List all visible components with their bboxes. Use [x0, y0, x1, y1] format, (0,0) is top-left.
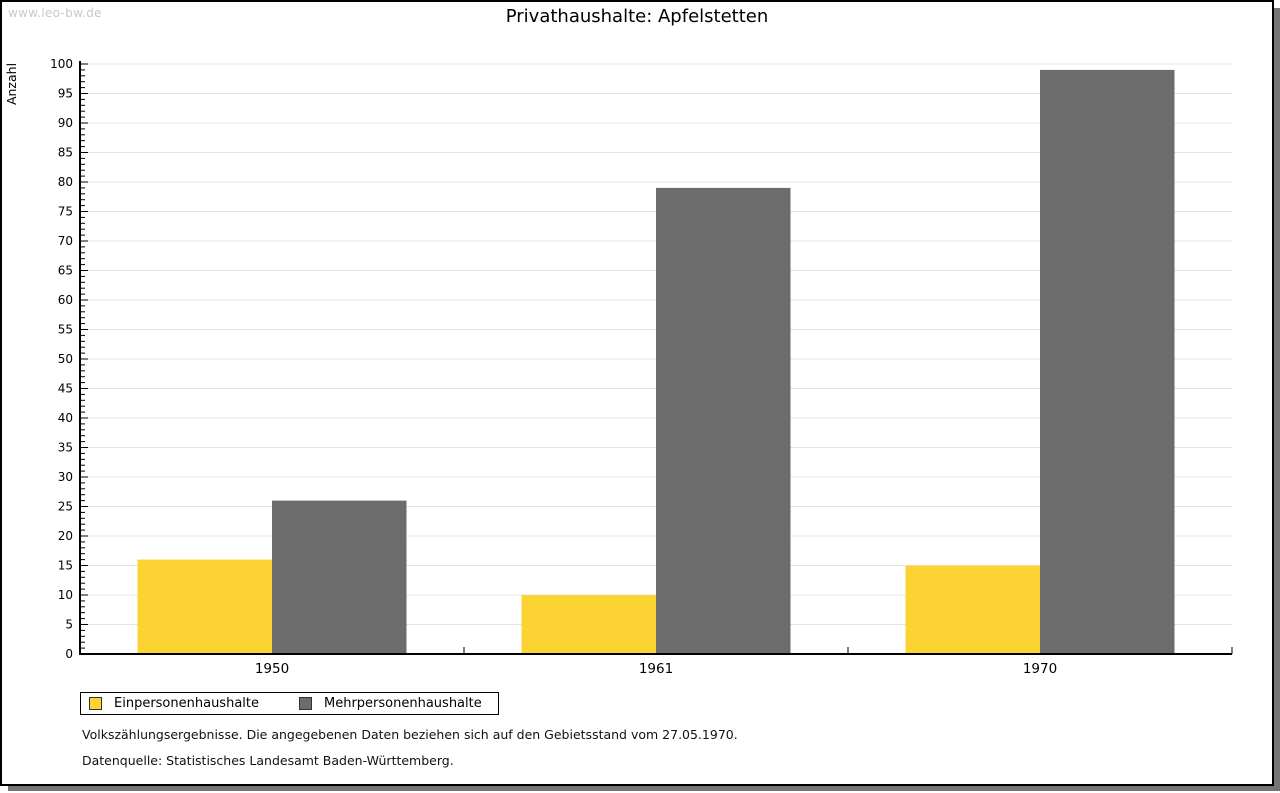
bar-mehrpersonenhaushalte-1950 — [272, 500, 407, 654]
legend-swatch-einpersonenhaushalte — [89, 697, 102, 710]
y-tick-label-90: 90 — [58, 116, 73, 130]
y-tick-label-45: 45 — [58, 382, 73, 396]
legend-label-mehrpersonenhaushalte: Mehrpersonenhaushalte — [324, 696, 482, 711]
y-tick-label-0: 0 — [65, 647, 73, 661]
y-tick-label-5: 5 — [65, 618, 73, 632]
y-tick-label-95: 95 — [58, 87, 73, 101]
y-tick-label-70: 70 — [58, 234, 73, 248]
y-tick-label-55: 55 — [58, 323, 73, 337]
bar-einpersonenhaushalte-1961 — [521, 595, 656, 654]
y-tick-label-85: 85 — [58, 146, 73, 160]
legend-swatch-mehrpersonenhaushalte — [299, 697, 312, 710]
y-tick-label-65: 65 — [58, 264, 73, 278]
bar-mehrpersonenhaushalte-1970 — [1040, 69, 1175, 654]
y-tick-label-100: 100 — [50, 57, 73, 71]
y-axis-title: Anzahl — [4, 63, 19, 105]
y-tick-label-30: 30 — [58, 470, 73, 484]
x-category-label-1961: 1961 — [639, 661, 673, 677]
footnote-gebietsstand: Volkszählungsergebnisse. Die angegebenen… — [82, 727, 738, 742]
y-tick-label-35: 35 — [58, 441, 73, 455]
bar-mehrpersonenhaushalte-1961 — [656, 187, 791, 654]
y-tick-label-25: 25 — [58, 500, 73, 514]
x-category-label-1950: 1950 — [255, 661, 289, 677]
y-tick-label-20: 20 — [58, 529, 73, 543]
footnote-datenquelle: Datenquelle: Statistisches Landesamt Bad… — [82, 753, 454, 768]
y-tick-label-80: 80 — [58, 175, 73, 189]
y-tick-label-60: 60 — [58, 293, 73, 307]
x-category-label-1970: 1970 — [1023, 661, 1057, 677]
bar-einpersonenhaushalte-1950 — [137, 559, 272, 654]
legend-label-einpersonenhaushalte: Einpersonenhaushalte — [114, 696, 259, 711]
y-tick-label-15: 15 — [58, 559, 73, 573]
page-shadow-bottom — [8, 786, 1280, 791]
y-tick-label-50: 50 — [58, 352, 73, 366]
y-tick-label-10: 10 — [58, 588, 73, 602]
legend: Einpersonenhaushalte Mehrpersonenhaushal… — [80, 692, 499, 715]
y-tick-label-75: 75 — [58, 205, 73, 219]
watermark: www.leo-bw.de — [8, 6, 102, 20]
y-tick-label-40: 40 — [58, 411, 73, 425]
bar-einpersonenhaushalte-1970 — [905, 565, 1040, 654]
page-shadow-right — [1274, 8, 1280, 791]
chart-title: Privathaushalte: Apfelstetten — [505, 6, 769, 27]
